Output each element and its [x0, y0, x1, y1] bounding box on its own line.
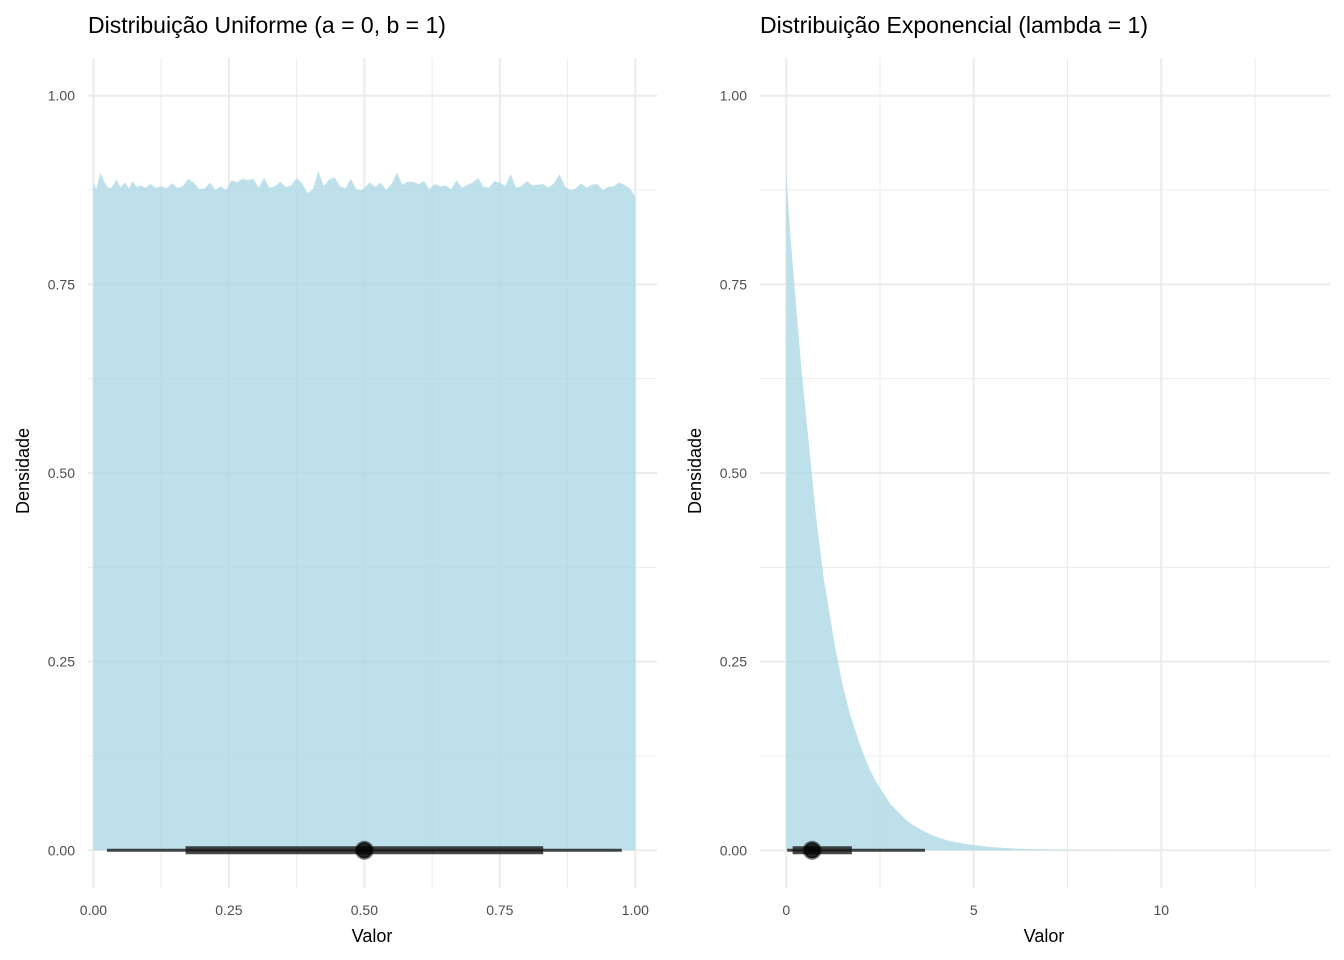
- y-tick-label: 0.75: [48, 276, 75, 292]
- x-axis-title: Valor: [352, 926, 393, 946]
- y-tick-label: 0.50: [48, 465, 75, 481]
- x-tick-label: 0.25: [215, 902, 242, 918]
- y-tick-label: 0.00: [720, 842, 747, 858]
- density-layer: [786, 171, 1297, 851]
- interval-layer: [106, 840, 622, 860]
- median-point: [802, 840, 822, 860]
- y-tick-label: 0.25: [720, 654, 747, 670]
- density-area: [786, 171, 1297, 851]
- uniform-panel: Distribuição Uniforme (a = 0, b = 1) 0.0…: [13, 12, 657, 946]
- x-axis-title: Valor: [1024, 926, 1065, 946]
- x-tick-label: 10: [1153, 902, 1169, 918]
- x-tick-label: 0: [782, 902, 790, 918]
- y-tick-label: 1.00: [720, 88, 747, 104]
- y-axis-title: Densidade: [13, 428, 33, 514]
- density-area: [93, 171, 636, 851]
- y-tick-label: 0.25: [48, 654, 75, 670]
- chart-title: Distribuição Exponencial (lambda = 1): [760, 12, 1148, 38]
- x-tick-labels: 0 5 10: [782, 902, 1169, 918]
- x-tick-label: 1.00: [622, 902, 649, 918]
- x-tick-labels: 0.00 0.25 0.50 0.75 1.00: [80, 902, 649, 918]
- x-tick-label: 0.00: [80, 902, 107, 918]
- y-tick-label: 0.75: [720, 276, 747, 292]
- y-tick-labels: 0.00 0.25 0.50 0.75 1.00: [720, 88, 747, 859]
- x-tick-label: 0.75: [486, 902, 513, 918]
- y-tick-label: 0.00: [48, 842, 75, 858]
- median-point: [354, 840, 374, 860]
- x-tick-label: 5: [970, 902, 978, 918]
- exponential-panel: Distribuição Exponencial (lambda = 1) 0 5…: [685, 12, 1330, 946]
- y-axis-title: Densidade: [685, 428, 705, 514]
- chart-title: Distribuição Uniforme (a = 0, b = 1): [88, 12, 446, 38]
- y-tick-labels: 0.00 0.25 0.50 0.75 1.00: [48, 88, 75, 859]
- interval-layer: [787, 840, 925, 860]
- y-tick-label: 1.00: [48, 88, 75, 104]
- density-layer: [93, 171, 636, 851]
- x-tick-label: 0.50: [351, 902, 378, 918]
- y-tick-label: 0.50: [720, 465, 747, 481]
